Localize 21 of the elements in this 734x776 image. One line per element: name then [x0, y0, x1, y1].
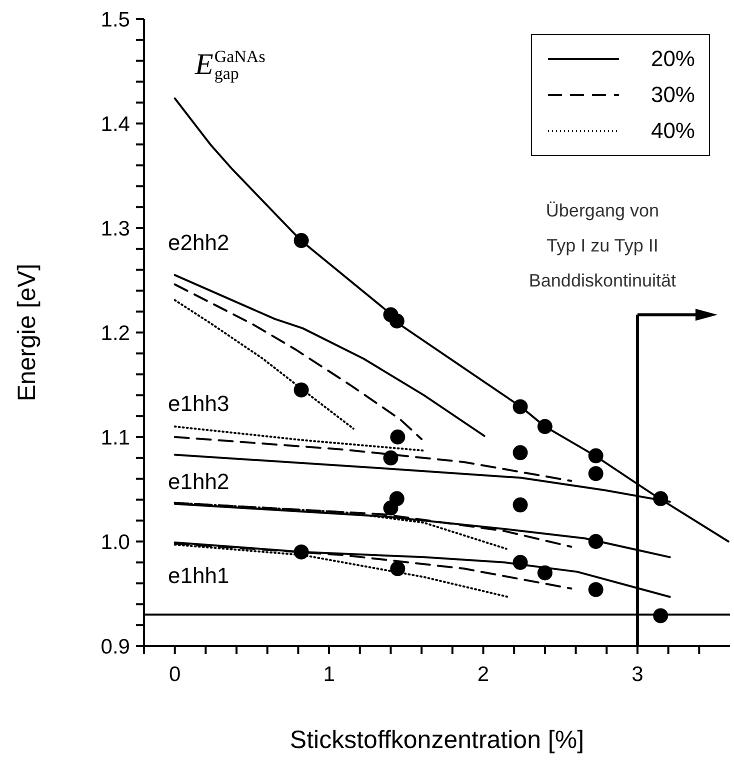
- y-tick-label: 1.2: [100, 322, 130, 345]
- x-tick-label: 1: [323, 662, 335, 686]
- annotation: e1hh3: [168, 391, 230, 417]
- legend-label: 20%: [650, 46, 695, 72]
- y-tick-label: 1.4: [100, 112, 130, 136]
- x-tick-label: 2: [477, 662, 490, 686]
- y-tick-label: 1.1: [100, 426, 130, 450]
- x-axis-title: Stickstoffkonzentration [%]: [290, 726, 584, 754]
- y-axis-title: Energie [eV]: [12, 264, 41, 402]
- annotation: e1hh1: [168, 563, 230, 589]
- y-tick-label: 0.9: [100, 635, 130, 658]
- annotation: Übergang von Typ I zu Typ II Banddiskontinuität: [528, 200, 676, 291]
- y-tick-label: 1.5: [100, 8, 130, 32]
- legend-label: 40%: [650, 118, 695, 144]
- y-tick-label: 1.3: [100, 217, 130, 240]
- legend-label: 30%: [650, 82, 695, 108]
- x-tick-label: 0: [169, 662, 181, 686]
- annotation: e2hh2: [168, 230, 230, 256]
- x-tick-label: 3: [632, 662, 644, 686]
- annotation: e1hh2: [168, 469, 230, 495]
- y-tick-label: 1.0: [100, 530, 130, 554]
